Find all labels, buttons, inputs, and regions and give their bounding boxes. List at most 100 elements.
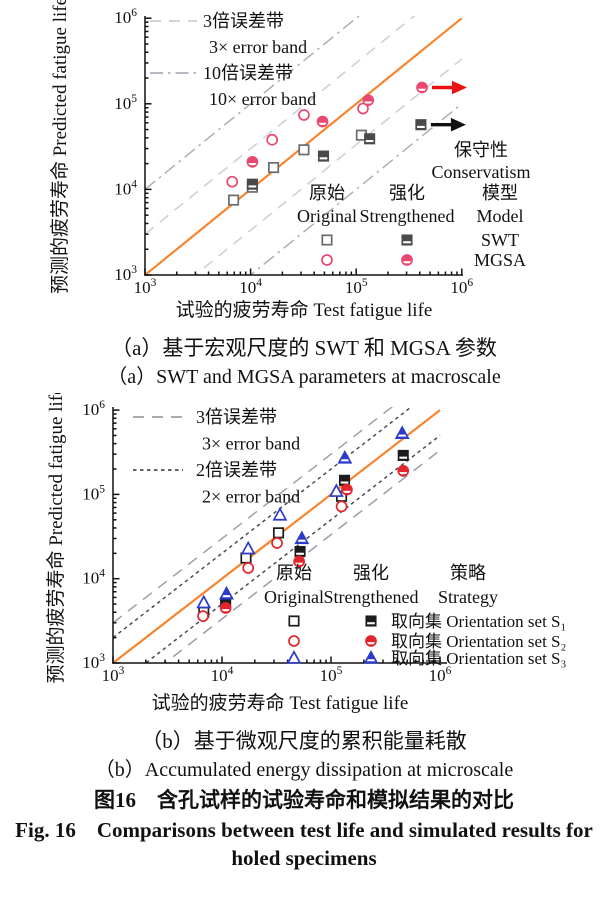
svg-text:Strategy: Strategy	[438, 587, 498, 607]
series-orientation-set-s3-original	[196, 483, 344, 609]
x-axis-title: 试验的疲劳寿命 Test fatigue life	[176, 299, 433, 321]
svg-text:105: 105	[114, 93, 137, 113]
series-mgsa-strengthened	[246, 80, 468, 168]
circle-marker-open	[271, 537, 283, 550]
svg-text:Original: Original	[264, 587, 324, 607]
svg-text:保守性: 保守性	[454, 140, 508, 160]
svg-text:3倍误差带: 3倍误差带	[203, 11, 284, 31]
svg-text:Original: Original	[297, 206, 357, 226]
circle-marker-half	[362, 94, 375, 107]
square-marker-half	[294, 546, 306, 558]
svg-text:10倍误差带: 10倍误差带	[203, 63, 293, 83]
svg-text:策略: 策略	[450, 563, 486, 583]
x-axis-title: 试验的疲劳寿命 Test fatigue life	[152, 692, 409, 714]
svg-text:强化: 强化	[353, 563, 389, 583]
circle-marker-open	[242, 562, 255, 575]
circle-marker-half	[401, 254, 413, 266]
svg-text:103: 103	[102, 665, 125, 685]
triangle-marker-half	[294, 530, 310, 545]
svg-text:2× error band: 2× error band	[202, 487, 300, 507]
square-marker-half	[397, 450, 409, 462]
svg-text:Conservatism: Conservatism	[432, 162, 531, 182]
svg-text:105: 105	[345, 277, 368, 297]
circle-marker-half	[416, 81, 428, 94]
caption-b-cn: （b）基于微观尺度的累积能量耗散	[141, 729, 467, 754]
square-marker-half	[401, 234, 413, 246]
square-marker-half	[364, 133, 376, 145]
circle-marker-open	[226, 175, 239, 188]
svg-text:105: 105	[320, 665, 343, 685]
circle-marker-half	[365, 635, 377, 648]
svg-text:Model: Model	[477, 206, 524, 226]
svg-text:104: 104	[211, 665, 234, 685]
svg-text:104: 104	[239, 277, 262, 297]
svg-text:3× error band: 3× error band	[202, 434, 300, 454]
square-marker-half	[317, 150, 330, 162]
circle-marker-half	[246, 155, 259, 168]
square-marker-open	[272, 527, 285, 539]
circle-marker-open	[321, 254, 333, 266]
triangle-marker-open	[272, 507, 288, 522]
error-band-legend: 3倍误差带 3× error band 2倍误差带 2× error band	[133, 407, 300, 507]
svg-text:106: 106	[114, 7, 137, 27]
triangle-marker-half	[219, 586, 234, 601]
svg-text:104: 104	[114, 178, 137, 198]
svg-text:取向集 Orientation set S₃: 取向集 Orientation set S₃	[391, 649, 567, 668]
circle-marker-half	[397, 465, 410, 478]
svg-text:SWT: SWT	[481, 230, 519, 250]
svg-text:模型: 模型	[482, 183, 518, 203]
square-marker-half	[365, 615, 377, 628]
figure-title-en-line2: holed specimens	[231, 845, 377, 870]
triangle-marker-open	[240, 541, 256, 555]
triangle-marker-half	[337, 450, 353, 465]
series-swt-original	[228, 129, 367, 206]
circle-marker-open	[266, 133, 279, 146]
triangle-marker-open	[286, 650, 302, 665]
circle-marker-open	[288, 635, 300, 648]
axes	[144, 16, 463, 276]
square-marker-open	[228, 194, 240, 206]
triangle-marker-half	[363, 650, 379, 665]
square-marker-half	[338, 475, 351, 487]
svg-text:106: 106	[429, 665, 452, 685]
caption-a-cn: （a）基于宏观尺度的 SWT 和 MGSA 参数	[111, 336, 497, 360]
circle-marker-open	[335, 501, 348, 513]
series-orientation-set-s3-strengthened	[219, 425, 410, 601]
triangle-marker-open	[196, 595, 212, 609]
circle-marker-open	[357, 102, 369, 115]
svg-text:105: 105	[82, 484, 105, 504]
svg-text:106: 106	[82, 400, 105, 420]
triangle-marker-half	[394, 425, 410, 440]
svg-text:原始: 原始	[276, 563, 312, 583]
svg-text:强化: 强化	[389, 183, 425, 203]
square-marker-half	[246, 178, 258, 190]
svg-text:106: 106	[450, 277, 473, 297]
y-axis-title: 预测的疲劳寿命 Predicted fatigue life	[49, 0, 71, 294]
square-marker-open	[321, 234, 333, 246]
y-axis-title: 预测的疲劳寿命 Predicted fatigue life	[45, 393, 67, 684]
svg-text:取向集 Orientation set S₁: 取向集 Orientation set S₁	[391, 612, 566, 631]
error-band-legend: 3倍误差带 3× error band 10倍误差带 10× error band	[150, 11, 316, 109]
circle-marker-half	[219, 602, 232, 615]
svg-text:2倍误差带: 2倍误差带	[196, 460, 277, 480]
series-swt-strengthened	[246, 117, 466, 190]
svg-text:Strengthened: Strengthened	[360, 206, 455, 226]
triangle-marker-open	[328, 483, 344, 498]
circle-marker-half	[341, 484, 353, 496]
square-marker-open	[268, 161, 280, 174]
svg-text:103: 103	[134, 277, 157, 297]
caption-a-en: （a）SWT and MGSA parameters at macroscale	[107, 365, 501, 388]
svg-text:3× error band: 3× error band	[209, 37, 307, 57]
square-marker-open	[240, 552, 252, 565]
series-orientation-set-s2-original	[197, 501, 348, 623]
figure-title-cn: 图16 含孔试样的试验寿命和模拟结果的对比	[94, 787, 514, 812]
circle-marker-half	[293, 556, 305, 568]
figure-page: 103 104 105 106 103 104 105 106 试验的疲劳寿命 Test fat…	[15, 0, 593, 870]
marker-legend: 原始 Original 强化 Strengthened 策略 Strategy 取向集 Or…	[264, 563, 567, 668]
svg-text:取向集 Orientation set S₂: 取向集 Orientation set S₂	[391, 632, 566, 651]
caption-b-en: （b）Accumulated energy dissipation at mic…	[94, 759, 514, 782]
